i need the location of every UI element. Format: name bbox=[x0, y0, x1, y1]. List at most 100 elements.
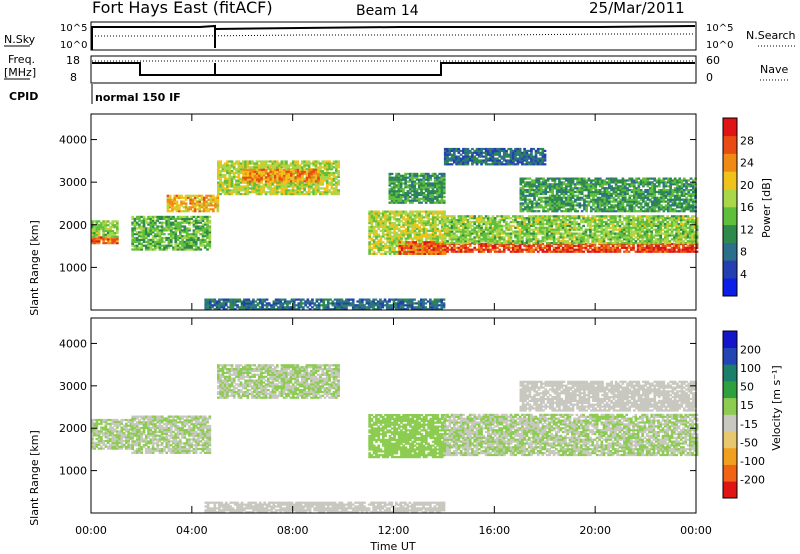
data-cell bbox=[482, 248, 486, 251]
data-cell bbox=[455, 246, 458, 249]
data-cell bbox=[466, 242, 470, 245]
data-cell bbox=[439, 252, 443, 255]
data-cell bbox=[399, 186, 403, 189]
data-cell bbox=[249, 168, 252, 172]
data-cell bbox=[202, 204, 206, 207]
data-cell bbox=[165, 246, 169, 249]
data-cell bbox=[223, 177, 227, 180]
data-cell bbox=[419, 252, 422, 255]
data-cell bbox=[418, 225, 421, 229]
data-cell bbox=[228, 175, 232, 179]
data-cell bbox=[167, 240, 171, 244]
data-cell bbox=[423, 243, 427, 246]
data-cell bbox=[516, 226, 520, 229]
data-cell bbox=[180, 202, 183, 205]
data-cell bbox=[443, 161, 447, 164]
data-cell bbox=[312, 170, 316, 173]
data-cell bbox=[397, 184, 401, 187]
data-cell bbox=[257, 187, 261, 190]
data-cell bbox=[634, 236, 638, 239]
data-cell bbox=[489, 250, 492, 253]
data-cell bbox=[550, 234, 554, 237]
data-cell bbox=[654, 224, 658, 228]
data-cell bbox=[221, 164, 225, 167]
data-cell bbox=[541, 222, 545, 226]
data-cell bbox=[151, 217, 155, 221]
data-cell bbox=[190, 246, 193, 249]
data-cell bbox=[684, 230, 688, 233]
data-cell bbox=[169, 223, 173, 226]
data-cell bbox=[193, 204, 197, 207]
data-cell bbox=[645, 219, 649, 222]
data-cell bbox=[390, 199, 394, 202]
data-cell bbox=[436, 239, 440, 242]
data-cell bbox=[269, 168, 273, 172]
data-cell bbox=[183, 215, 187, 219]
data-cell bbox=[686, 244, 690, 248]
data-cell bbox=[308, 172, 311, 175]
data-cell bbox=[217, 191, 220, 194]
data-cell bbox=[564, 250, 567, 253]
data-cell bbox=[498, 226, 502, 229]
data-cell bbox=[95, 240, 99, 243]
data-cell bbox=[648, 222, 651, 226]
data-cell bbox=[543, 244, 547, 248]
data-cell bbox=[659, 246, 663, 249]
data-cell bbox=[630, 220, 633, 224]
data-cell bbox=[239, 181, 243, 184]
nsearch-tick-low: 10^0 bbox=[706, 40, 733, 51]
data-cell bbox=[197, 236, 200, 240]
data-cell bbox=[206, 215, 209, 219]
data-cell bbox=[595, 250, 599, 253]
data-cell bbox=[244, 178, 248, 181]
data-cell bbox=[116, 224, 119, 227]
data-cell bbox=[571, 234, 574, 237]
data-cell bbox=[422, 222, 426, 225]
data-cell bbox=[466, 161, 470, 164]
data-cell bbox=[412, 241, 415, 244]
data-cell bbox=[482, 220, 486, 224]
data-cell bbox=[440, 184, 444, 187]
data-cell bbox=[462, 228, 465, 231]
data-cell bbox=[427, 223, 430, 227]
data-cell bbox=[420, 214, 424, 217]
data-cell bbox=[183, 248, 187, 251]
data-cell bbox=[670, 230, 674, 233]
data-cell bbox=[280, 191, 284, 194]
data-cell bbox=[546, 244, 549, 248]
data-cell bbox=[323, 166, 327, 169]
data-cell bbox=[305, 171, 309, 175]
data-cell bbox=[471, 232, 474, 235]
data-cell bbox=[255, 180, 259, 183]
data-cell bbox=[433, 186, 437, 189]
data-cell bbox=[203, 231, 207, 234]
data-cell bbox=[388, 190, 392, 193]
data-cell bbox=[440, 193, 444, 197]
data-cell bbox=[561, 215, 565, 218]
data-cell bbox=[591, 236, 595, 239]
data-cell bbox=[180, 210, 183, 213]
data-cell bbox=[393, 248, 396, 252]
data-cell bbox=[273, 193, 277, 196]
data-cell bbox=[154, 223, 157, 226]
data-cell bbox=[403, 245, 406, 248]
data-cell bbox=[591, 224, 595, 228]
data-cell bbox=[428, 245, 431, 248]
data-cell bbox=[652, 215, 656, 218]
data-cell bbox=[391, 237, 394, 240]
data-cell bbox=[561, 220, 565, 224]
data-cell bbox=[399, 184, 403, 187]
data-cell bbox=[418, 233, 421, 236]
data-cell bbox=[395, 250, 399, 254]
data-cell bbox=[189, 194, 192, 197]
data-cell bbox=[541, 226, 545, 229]
data-cell bbox=[648, 219, 651, 222]
data-cell bbox=[305, 183, 309, 186]
data-cell bbox=[381, 241, 385, 244]
data-cell bbox=[440, 182, 444, 185]
data-cell bbox=[393, 229, 396, 232]
data-cell bbox=[568, 234, 572, 237]
data-cell bbox=[149, 221, 153, 224]
data-cell bbox=[368, 252, 371, 255]
data-cell bbox=[230, 164, 234, 167]
